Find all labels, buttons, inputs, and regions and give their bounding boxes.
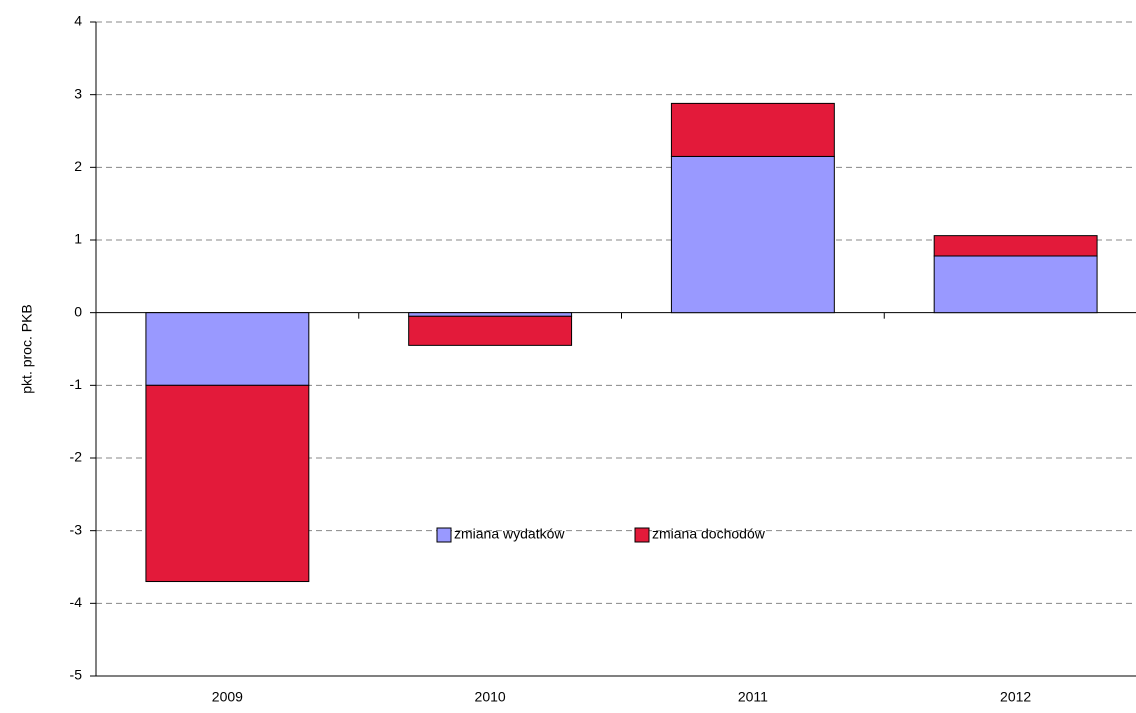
bar-segment	[145, 384, 310, 583]
y-tick-label: -1	[70, 376, 83, 392]
x-tick-label: 2011	[738, 689, 768, 705]
y-tick-label: -5	[70, 667, 83, 683]
legend-label: zmiana dochodów	[652, 526, 766, 542]
bar-segment	[408, 315, 573, 346]
legend-swatch	[436, 527, 452, 543]
x-tick-label: 2009	[212, 689, 243, 705]
y-tick-label: 4	[74, 13, 82, 29]
y-tick-label: 1	[74, 231, 82, 247]
bar-segment	[408, 312, 573, 317]
bar-segment	[145, 312, 310, 386]
y-axis-label: pkt. proc. PKB	[19, 304, 35, 393]
y-tick-label: -3	[70, 521, 83, 537]
y-tick-label: -4	[70, 594, 83, 610]
y-tick-label: 3	[74, 85, 82, 101]
x-tick-label: 2010	[475, 689, 506, 705]
legend-swatch	[634, 527, 650, 543]
legend-label: zmiana wydatków	[454, 526, 565, 542]
y-tick-label: 0	[74, 303, 82, 319]
y-tick-label: 2	[74, 158, 82, 174]
bar-segment	[933, 235, 1098, 257]
bar-segment	[670, 155, 835, 314]
x-tick-label: 2012	[1000, 689, 1031, 705]
bar-segment	[670, 102, 835, 157]
y-tick-label: -2	[70, 449, 83, 465]
bar-segment	[933, 255, 1098, 314]
